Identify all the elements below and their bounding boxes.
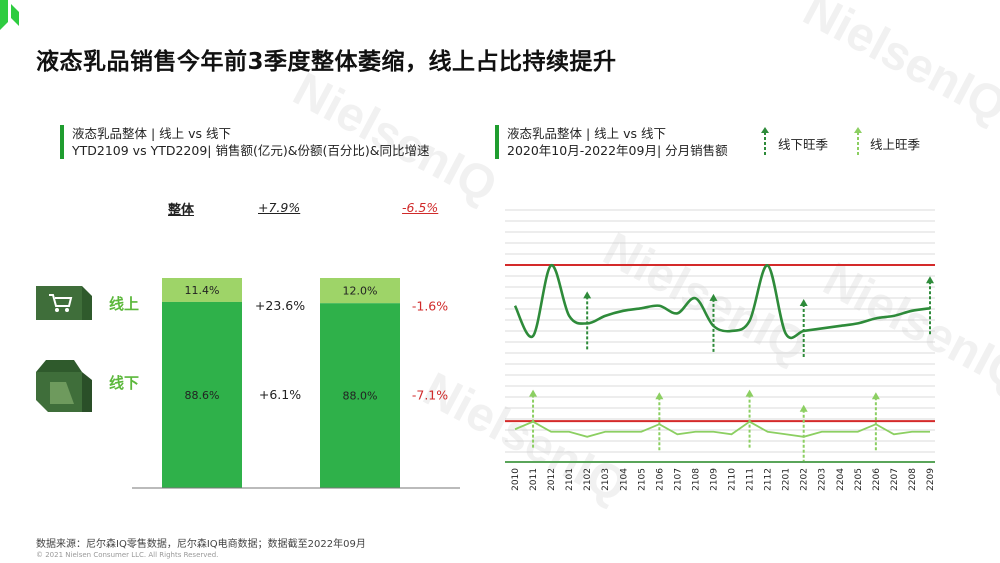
x-tick-label: 2011 [529,468,539,491]
offline-sales-line [513,264,931,340]
bar-online-YTD2209 [320,278,400,304]
x-tick-label: 2203 [818,468,828,491]
right-subtitle-line2: 2020年10月-2022年09月| 分月销售额 [507,143,728,158]
x-tick-label: 2202 [800,468,810,491]
right-subtitle: 液态乳品整体 | 线上 vs 线下 2020年10月-2022年09月| 分月销… [507,125,728,159]
x-tick-label: 2201 [782,468,792,491]
bar-offline-YTD2109 [162,301,242,488]
monthly-sales-line-chart: 2010 2011 2012 2101 2102 2103 2104 2105 2106 2107… [505,190,945,510]
legend-online-peak: 线上旺季 [870,137,921,152]
data-source: 数据来源：尼尔森IQ零售数据，尼尔森IQ电商数据；数据截至2022年09月 [36,539,366,550]
label-online-share: 11.4% [185,284,220,297]
bar-offline-YTD2209 [320,303,400,488]
x-tick-label: 2102 [583,468,593,491]
label-offline-share: 88.6% [185,389,220,402]
legend-online-peak-icon [854,127,862,155]
x-tick-label: 2107 [673,468,683,491]
offline-peak-arrow [583,291,592,299]
label-online-growth: -1.6% [412,299,448,314]
left-subtitle: 液态乳品整体 | 线上 vs 线下 YTD2109 vs YTD2209| 销售… [72,125,429,159]
overall-label: 整体 [168,203,195,218]
online-peak-arrow [871,392,880,400]
offline-peak-arrow [926,276,934,284]
x-tick-label: 2110 [728,468,738,491]
watermark-text: NielsenIQ [795,0,1000,134]
nielseniq-logo [0,0,19,30]
legend-offline-peak-icon [761,127,769,155]
page-title: 液态乳品销售今年前3季度整体萎缩，线上占比持续提升 [36,49,617,75]
offline-peak-arrow [799,298,808,306]
copyright: © 2021 Nielsen Consumer LLC. All Rights … [36,551,219,559]
left-subtitle-marker [60,125,64,159]
share-bar-chart: 11.4% 88.6% +23.6% +6.1% 12.0% 88.0% -1.6% -7.1… [130,270,470,505]
x-tick-label: 2101 [565,468,575,491]
x-tick-label: YTD2209 [334,494,385,495]
bar-online-YTD2109 [162,278,242,302]
x-tick-label: 2207 [890,468,900,491]
label-online-share: 12.0% [343,285,378,298]
online-label: 线上 [109,295,140,313]
overall-growth-ytd2109: +7.9% [258,200,301,215]
label-online-growth: +23.6% [255,298,305,313]
label-offline-share: 88.0% [343,390,378,403]
online-sales-line [514,420,930,438]
x-tick-label: 2010 [511,468,521,491]
x-tick-label: 2103 [601,468,611,491]
right-subtitle-line1: 液态乳品整体 | 线上 vs 线下 [507,126,667,141]
x-tick-label: 2106 [655,468,665,491]
x-tick-label: 2209 [926,468,936,491]
x-tick-label: 2012 [547,468,557,491]
left-subtitle-line1: 液态乳品整体 | 线上 vs 线下 [72,126,232,141]
legend-offline-peak: 线下旺季 [778,137,829,152]
offline-label: 线下 [109,374,140,392]
label-offline-growth: -7.1% [412,388,448,403]
online-cart-icon [36,286,92,320]
left-subtitle-line2: YTD2109 vs YTD2209| 销售额(亿元)&份额(百分比)&同比增速 [72,143,430,158]
online-peak-arrow [745,389,754,397]
x-tick-label: 2204 [836,468,846,491]
x-tick-label: 2208 [908,468,918,491]
x-tick-label: 2109 [709,468,719,491]
x-tick-label: 2105 [637,468,647,491]
online-peak-arrow [529,389,538,397]
overall-growth-ytd2209: -6.5% [402,200,439,215]
online-peak-arrow [655,392,664,400]
x-tick-label: 2111 [746,468,756,491]
x-tick-label: 2205 [854,468,864,491]
x-tick-label: 2108 [691,468,701,491]
x-tick-label: 2206 [872,468,882,491]
offline-peak-arrow [709,293,718,301]
label-offline-growth: +6.1% [259,387,301,402]
x-tick-label: 2112 [764,468,774,491]
online-peak-arrow [799,404,808,412]
x-tick-label: YTD2109 [176,494,227,495]
x-tick-label: 2104 [619,468,629,491]
right-subtitle-marker [495,125,499,159]
offline-store-icon [36,360,92,412]
